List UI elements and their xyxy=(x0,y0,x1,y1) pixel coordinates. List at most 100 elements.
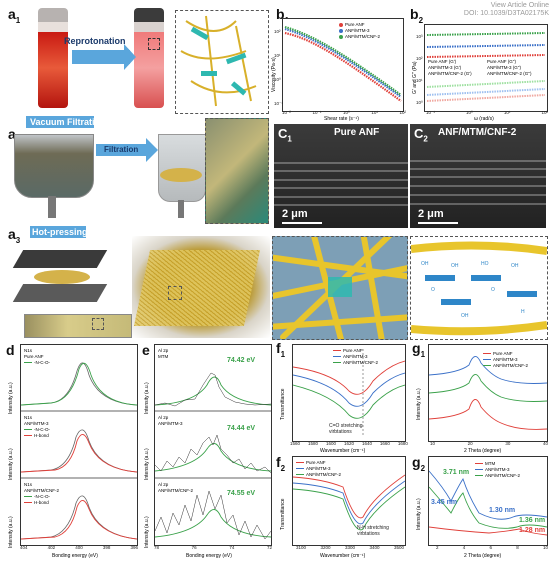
label-letter: g xyxy=(412,340,421,356)
f1-legend: Pure ANF ANF/MTM-3 ANF/MTM/CNF-2 xyxy=(333,348,378,366)
d-curves xyxy=(21,362,137,540)
label-letter: a xyxy=(8,6,16,22)
rods-illustration xyxy=(273,237,407,339)
f1-annotation: C=O stretching virbtations xyxy=(329,423,363,435)
panel-label-g1: g1 xyxy=(412,340,425,359)
g2-legend: MTM ANF/MTM-3 ANF/MTM/CNF-2 xyxy=(475,461,520,479)
svg-text:O: O xyxy=(491,287,495,293)
label-sub: 2 xyxy=(418,15,424,25)
x-tick: 1580 xyxy=(307,441,318,446)
press-plate-top xyxy=(12,250,108,268)
g1-legend: Pure ANF ANF/MTM-3 ANF/MTM/CNF-2 xyxy=(483,351,528,369)
legend-entry: ANF/MTM/CNF-2 xyxy=(475,473,520,479)
g2-xticks: 2 4 6 8 10 xyxy=(436,545,548,550)
svg-text:HO: HO xyxy=(481,261,489,267)
x-tick: 402 xyxy=(47,545,56,550)
x-tick: 4 xyxy=(462,545,466,550)
e-ylabel-2: Intensity (a.u.) xyxy=(144,448,150,480)
filtration-label: Filtration xyxy=(104,145,139,154)
g2-label-128: 1.28 nm xyxy=(519,527,546,534)
reprotonation-arrowhead xyxy=(124,44,136,70)
legend-title: Al 2p xyxy=(158,348,169,353)
legend-name: Pure ANF xyxy=(24,354,44,359)
g2-label-371: 3.71 nm xyxy=(443,469,470,476)
legend-title: Al 2p xyxy=(158,482,169,487)
x-tick: 10⁻² xyxy=(282,110,291,115)
fiber-texture xyxy=(274,204,408,206)
f2-xticks: 3100 3200 3300 3400 3500 xyxy=(296,545,404,550)
fiber-texture xyxy=(410,168,546,170)
press-membrane xyxy=(34,270,90,284)
legend-marker xyxy=(339,22,343,27)
x-tick: 10¹ xyxy=(503,110,511,115)
legend-marker xyxy=(333,350,341,352)
f1-xlabel: Wavenumber (cm⁻¹) xyxy=(320,448,366,454)
legend-marker xyxy=(483,359,491,361)
g1-plot: Pure ANF ANF/MTM-3 ANF/MTM/CNF-2 xyxy=(428,344,548,442)
legend-title: N1s xyxy=(24,482,33,487)
panel-label-g2: g2 xyxy=(412,454,425,473)
label-letter: a xyxy=(8,126,16,142)
panel-label-d: d xyxy=(6,342,15,358)
panel-label-a3: a3 xyxy=(8,226,20,245)
e-ylabel-1: Intensity (a.u.) xyxy=(144,382,150,414)
legend-name: MTM xyxy=(158,354,169,359)
b2-yticks: 10³ 10² 10¹ 10⁰ xyxy=(416,26,423,114)
legend-label: ANF/MTM/CNF-2 xyxy=(343,360,378,365)
watermark-line-2: DOI: 10.1039/D3TA02175K xyxy=(463,10,549,17)
sem-pure-anf: C1 Pure ANF 2 μm xyxy=(274,124,408,228)
fiber-texture xyxy=(410,203,546,205)
f1-plot: Pure ANF ANF/MTM-3 ANF/MTM/CNF-2 C=O str… xyxy=(292,344,406,442)
x-tick: 10 xyxy=(542,545,548,550)
legend-label: -N-C-O- xyxy=(34,360,50,365)
panel-label-c1: C1 xyxy=(278,126,292,144)
legend-marker xyxy=(24,502,32,504)
f2-legend: Pure ANF ANF/MTM-3 ANF/MTM/CNF-2 xyxy=(296,460,341,478)
x-tick: 1640 xyxy=(361,441,372,446)
legend-entry: Pure ANF xyxy=(333,348,378,354)
legend-label: -N-C-O- xyxy=(34,427,50,432)
label-sub: 3 xyxy=(15,235,21,245)
legend-label: Pure ANF (G') xyxy=(428,59,457,64)
fiber-network-inner xyxy=(133,250,261,326)
vacuum-arrow xyxy=(26,116,94,128)
vial-red xyxy=(38,8,68,108)
e-peak-value-1: 74.42 eV xyxy=(227,357,256,364)
legend-entry: Pure ANF xyxy=(296,460,341,466)
x-tick: 74 xyxy=(229,545,235,550)
e-legend-1: Al 2p MTM xyxy=(158,348,168,360)
x-tick: 10² xyxy=(399,110,406,115)
legend-marker xyxy=(24,435,32,437)
legend-entry: ANF/MTM-3 xyxy=(333,354,378,360)
g2-label-345: 3.45 nm xyxy=(431,499,458,506)
fiber-texture xyxy=(410,176,546,178)
d-ylabel-3: Intensity (a.u.) xyxy=(8,516,14,548)
label-sub: 1 xyxy=(287,134,292,144)
reprotonation-label: Reprotonation xyxy=(64,36,126,46)
x-tick: 78 xyxy=(154,545,160,550)
legend-name: ANF/MTM-3 xyxy=(24,421,49,426)
e-peak-value-3: 74.55 eV xyxy=(227,490,256,497)
f1-curves xyxy=(293,349,405,437)
g2-ylabel: Intensity (a.u.) xyxy=(416,498,422,530)
d-legend-3: N1s ANF/MTM/CNF-2 -N-C-O- H-bond xyxy=(24,482,59,506)
label-letter: C xyxy=(414,126,424,141)
filtration-arrow xyxy=(96,144,148,156)
panel-label-c2: C2 xyxy=(414,126,428,144)
g1-xlabel: 2 Theta (degree) xyxy=(464,448,502,454)
b1-yticks: 10² 10¹ 10⁰ 10⁻¹ xyxy=(274,20,283,116)
legend-marker xyxy=(296,462,304,464)
x-tick: 10 xyxy=(430,441,436,446)
e-peak-value-2: 74.44 eV xyxy=(227,425,256,432)
panel-label-b2: b2 xyxy=(410,6,423,25)
fiber-texture xyxy=(274,196,408,198)
legend-marker xyxy=(339,28,343,33)
x-tick: 10⁻¹ xyxy=(312,110,322,115)
legend-label: Pure ANF xyxy=(493,351,513,356)
legend-marker xyxy=(339,34,343,39)
b1-xlabel: Shear rate (s⁻¹) xyxy=(324,116,359,122)
g2-label-130: 1.30 nm xyxy=(489,507,516,514)
x-tick: 3200 xyxy=(320,545,331,550)
f2-xlabel: Wavenumber (cm⁻¹) xyxy=(320,553,366,559)
legend-entry: MTM xyxy=(475,461,520,467)
